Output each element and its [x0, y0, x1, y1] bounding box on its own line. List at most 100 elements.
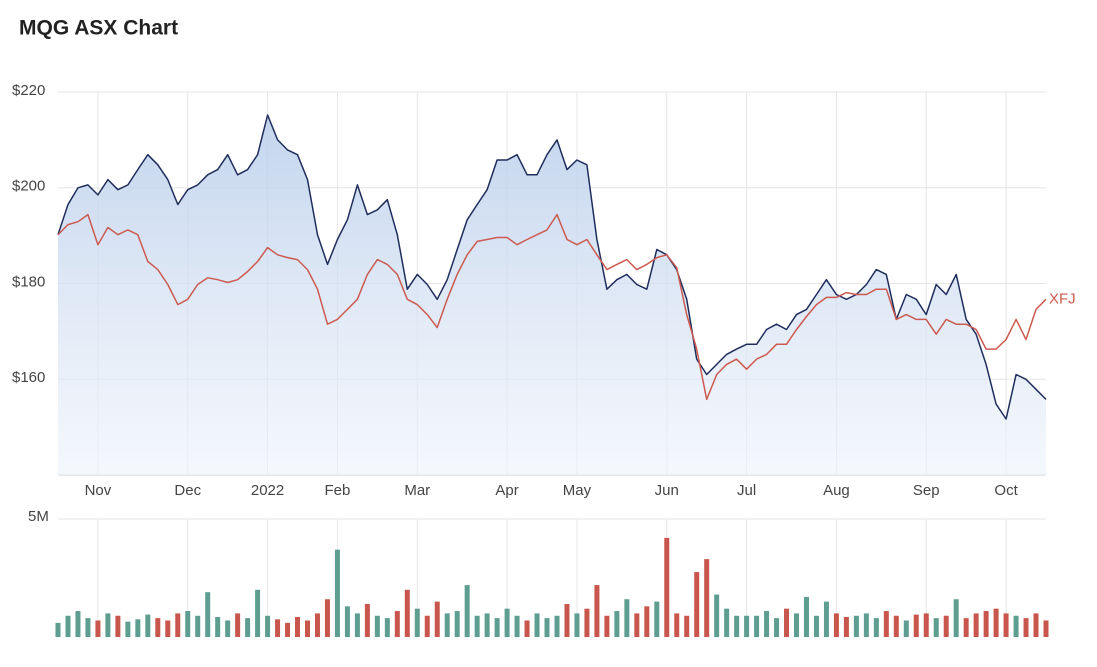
volume-bar	[983, 611, 989, 637]
x-tick-label: Apr	[495, 482, 518, 499]
volume-bar	[913, 614, 919, 637]
volume-bar	[285, 622, 291, 637]
volume-bar	[604, 615, 610, 637]
volume-bar	[175, 613, 181, 637]
volume-bar	[943, 615, 949, 637]
volume-bar	[534, 613, 540, 637]
volume-bar	[394, 611, 400, 637]
volume-bar	[524, 620, 530, 637]
volume-bar	[764, 611, 770, 637]
volume-bar	[704, 559, 710, 637]
volume-bar	[734, 615, 740, 637]
volume-bar	[115, 615, 121, 637]
volume-bar	[344, 606, 350, 637]
x-tick-label: Aug	[823, 482, 850, 499]
volume-bar	[794, 613, 800, 637]
volume-bar	[235, 613, 241, 637]
volume-bar	[514, 615, 520, 637]
volume-bar	[634, 613, 640, 637]
volume-bar	[614, 611, 620, 637]
volume-bar	[784, 608, 790, 637]
volume-bar	[105, 613, 111, 637]
volume-bar	[973, 613, 979, 637]
volume-bar	[813, 615, 819, 637]
volume-bar	[384, 618, 390, 637]
volume-bar	[754, 615, 760, 637]
volume-bar	[674, 613, 680, 637]
volume-bar	[135, 619, 141, 637]
line	[57, 114, 1047, 420]
volume-bar	[464, 585, 470, 637]
volume-bar	[215, 616, 221, 637]
volume-bar	[584, 608, 590, 637]
volume-bar	[434, 601, 440, 637]
volume-bar	[953, 599, 959, 637]
volume-bar	[1023, 618, 1029, 637]
line	[57, 213, 1047, 401]
volume-bar	[424, 615, 430, 637]
volume-bar	[803, 596, 809, 637]
volume-bar	[694, 572, 700, 637]
area	[58, 115, 1046, 475]
volume-bar	[444, 613, 450, 637]
y-tick-label: $200	[12, 178, 45, 195]
volume-bar	[85, 618, 91, 637]
volume-bar	[65, 615, 71, 637]
volume-bar	[354, 613, 360, 637]
volume-bar	[544, 618, 550, 637]
volume-bar	[724, 608, 730, 637]
volume-bar	[55, 622, 61, 637]
x-tick-label: 2022	[251, 482, 284, 499]
volume-bar	[454, 611, 460, 637]
volume-bar	[295, 616, 301, 637]
volume-bar	[265, 615, 271, 637]
volume-bar	[883, 611, 889, 637]
x-tick-label: Nov	[85, 482, 112, 499]
volume-bar	[145, 614, 151, 637]
volume-bar	[1033, 613, 1039, 637]
volume-bar	[1013, 615, 1019, 637]
volume-bar	[774, 618, 780, 637]
volume-bar	[664, 537, 670, 637]
volume-bar	[504, 608, 510, 637]
volume-bar	[684, 615, 690, 637]
x-tick-label: Oct	[994, 482, 1018, 499]
volume-bar	[494, 618, 500, 637]
volume-bar	[574, 613, 580, 637]
x-tick-label: Jul	[737, 482, 756, 499]
volume-bar	[275, 619, 281, 637]
volume-bar	[823, 601, 829, 637]
volume-bar	[75, 611, 81, 637]
x-tick-label: May	[563, 482, 592, 499]
y-tick-label: 5M	[28, 508, 49, 525]
volume-bar	[853, 615, 859, 637]
volume-bar	[744, 615, 750, 637]
volume-bar	[314, 613, 320, 637]
volume-bar	[155, 618, 161, 637]
volume-bar	[225, 620, 231, 637]
series-label: XFJ	[1049, 290, 1076, 307]
volume-bar	[873, 618, 879, 637]
volume-bar	[255, 589, 261, 637]
volume-bar	[185, 611, 191, 637]
x-tick-label: Sep	[913, 482, 940, 499]
volume-bar	[843, 616, 849, 637]
y-tick-label: $220	[12, 82, 45, 99]
volume-bar	[165, 620, 171, 637]
volume-bar	[624, 599, 630, 637]
volume-bar	[993, 608, 999, 637]
y-tick-label: $180	[12, 273, 45, 290]
volume-bar	[564, 603, 570, 637]
volume-bar	[125, 621, 131, 637]
volume-bar	[95, 620, 101, 637]
volume-bar	[1043, 620, 1049, 637]
volume-bar	[404, 589, 410, 637]
volume-bar	[863, 613, 869, 637]
volume-bar	[654, 601, 660, 637]
chart-title: MQG ASX Chart	[19, 17, 178, 40]
volume-bar	[414, 608, 420, 637]
volume-bar	[714, 594, 720, 637]
volume-bar	[484, 613, 490, 637]
volume-bar	[245, 618, 251, 637]
